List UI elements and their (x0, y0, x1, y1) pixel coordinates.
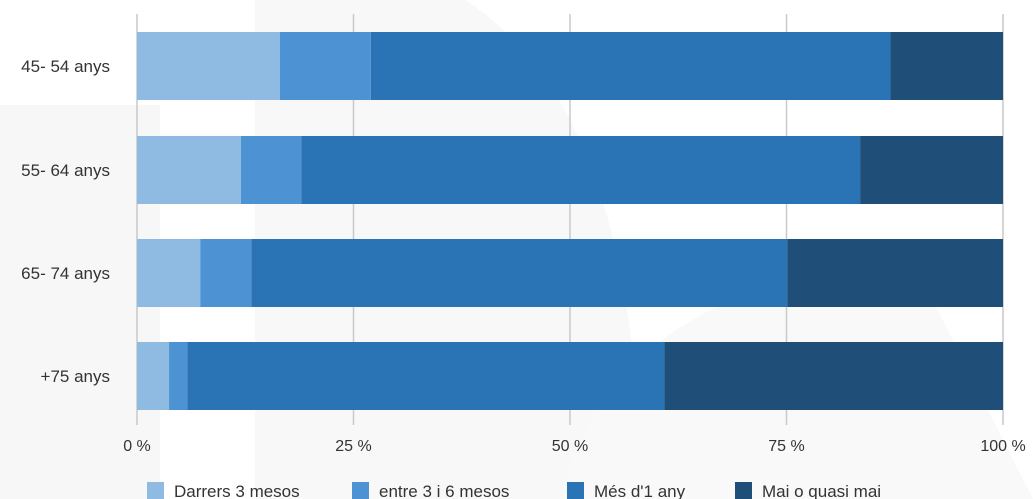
bar-segment (251, 239, 788, 307)
legend-swatch (352, 482, 369, 499)
legend-label: Darrers 3 mesos (174, 482, 300, 499)
bar-segment (301, 136, 861, 204)
x-tick-label: 50 % (552, 438, 588, 455)
bar-segment (169, 342, 188, 410)
bar-segment (200, 239, 252, 307)
bar-segment (860, 136, 1003, 204)
x-tick-label: 25 % (335, 438, 371, 455)
bar-segment (370, 32, 891, 100)
bar-segment (137, 32, 280, 100)
bar-segment (187, 342, 665, 410)
legend-label: entre 3 i 6 mesos (379, 482, 509, 499)
bar-segment (279, 32, 371, 100)
x-tick-label: 0 % (123, 438, 151, 455)
legend-label: Mai o quasi mai (762, 482, 881, 499)
x-tick-label: 75 % (768, 438, 804, 455)
bars-layer (137, 32, 1003, 410)
legend-swatch (147, 482, 164, 499)
bar-segment (240, 136, 302, 204)
x-tick-label: 100 % (980, 438, 1025, 455)
legend-swatch (567, 482, 584, 499)
bar-segment (137, 136, 241, 204)
bar-segment (890, 32, 1003, 100)
category-label: 55- 64 anys (21, 161, 110, 180)
category-label: 65- 74 anys (21, 264, 110, 283)
bar-segment (137, 342, 170, 410)
category-label: 45- 54 anys (21, 57, 110, 76)
legend: Darrers 3 mesos entre 3 i 6 mesos Més d'1 … (147, 482, 881, 499)
bar-segment (137, 239, 201, 307)
legend-label: Més d'1 any (594, 482, 686, 499)
category-label: +75 anys (41, 367, 110, 386)
bar-segment (787, 239, 1003, 307)
labels-layer: 0 % 25 % 50 % 75 % 100 % 45- 54 anys 55- 64 an… (21, 57, 1026, 455)
watermark-bar (0, 105, 160, 499)
bar-segment (664, 342, 1003, 410)
legend-swatch (735, 482, 752, 499)
